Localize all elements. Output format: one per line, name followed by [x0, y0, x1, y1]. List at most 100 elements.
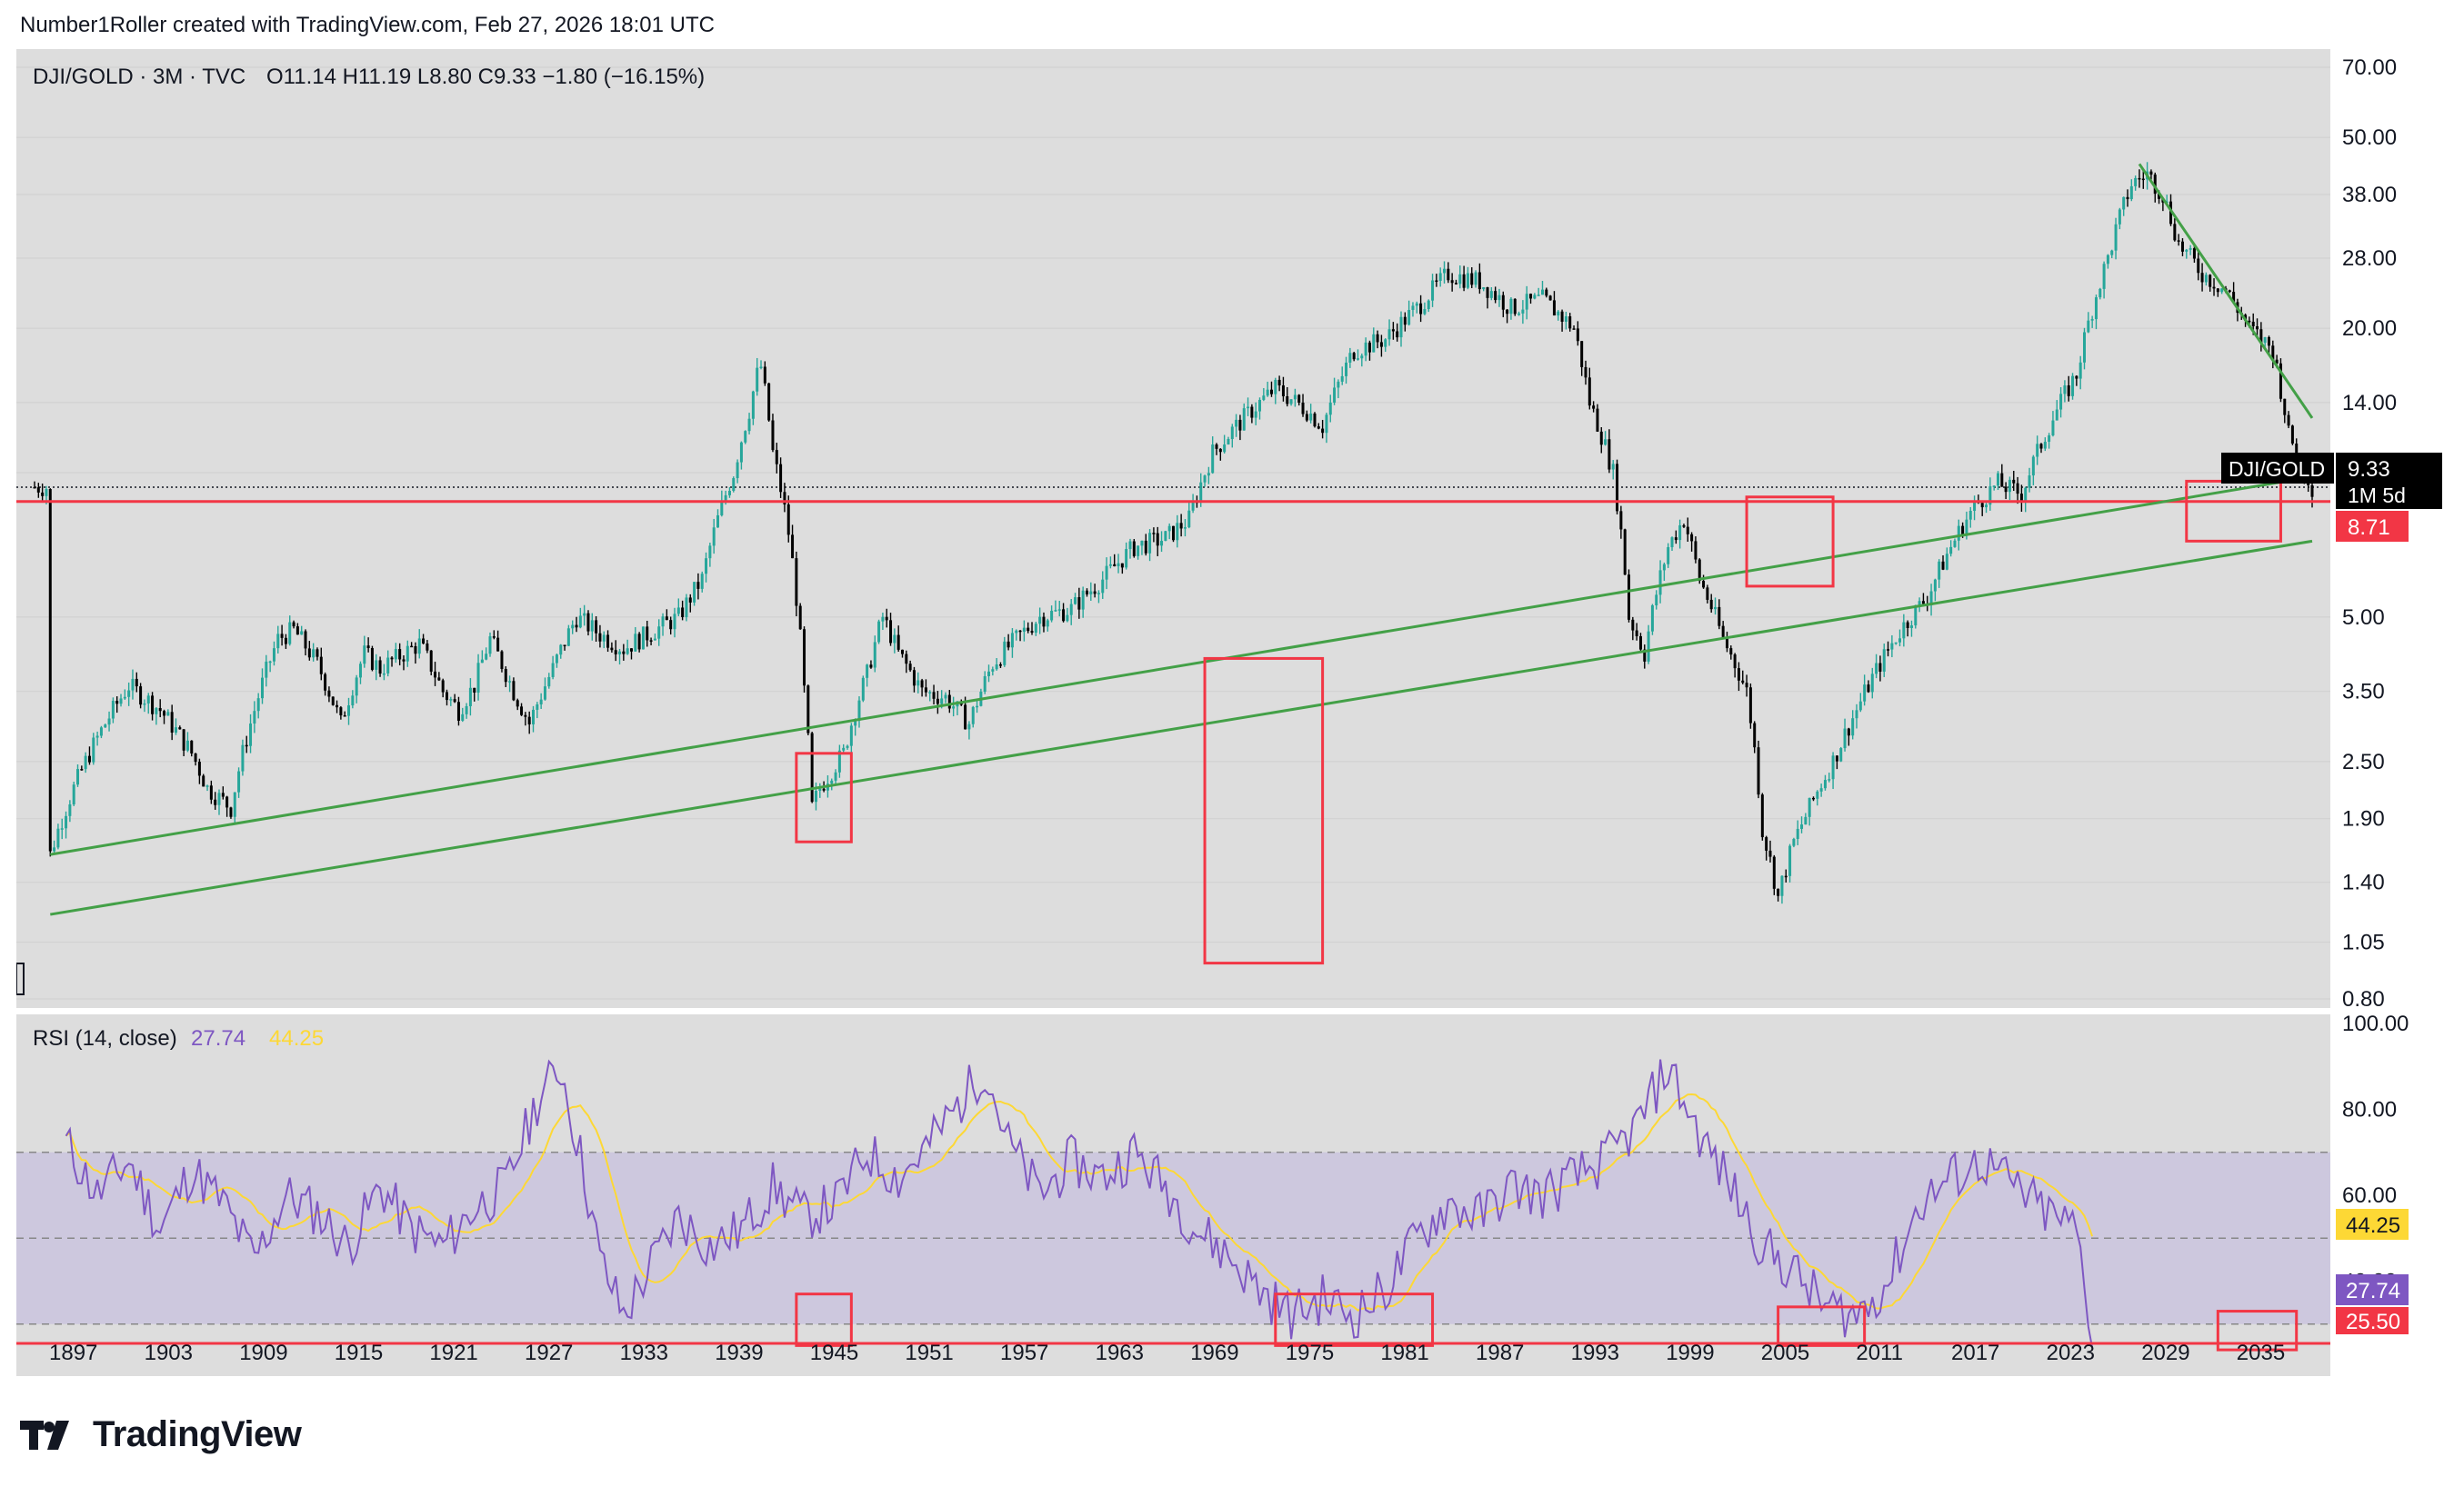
candle-body: [170, 712, 174, 734]
candle-body: [1466, 273, 1469, 288]
candle-body: [163, 711, 166, 716]
candle-body: [2028, 475, 2031, 488]
x-axis-tick-label: 1957: [1000, 1341, 1048, 1365]
candle-body: [665, 616, 668, 621]
candle-body: [1938, 561, 1941, 580]
rsi-tick-label: 80.00: [2342, 1098, 2397, 1123]
candle-body: [1419, 303, 1423, 314]
svg-text:25.50: 25.50: [2346, 1310, 2400, 1334]
candle-body: [1305, 414, 1308, 421]
candle-body: [1647, 631, 1650, 662]
candle-body: [1010, 633, 1014, 648]
candle-body: [1269, 389, 1273, 394]
candle-body: [1183, 527, 1187, 529]
chart-canvas[interactable]: 70.0050.0038.0028.0020.0014.0010.005.003…: [16, 49, 2446, 1376]
candle-body: [1800, 824, 1804, 829]
candle-body: [312, 649, 316, 658]
candle-body: [618, 651, 622, 654]
x-axis-tick-label: 1981: [1380, 1341, 1428, 1365]
candle-body: [998, 664, 1002, 666]
candle-body: [940, 698, 944, 704]
candle-body: [2267, 337, 2270, 346]
candle-body: [1364, 342, 1367, 356]
candle-body: [798, 605, 802, 630]
candle-body: [830, 780, 834, 784]
candle-body: [268, 661, 272, 664]
candle-body: [366, 645, 370, 649]
candle-body: [1317, 426, 1320, 429]
candle-body: [256, 698, 260, 712]
candle-body: [1144, 540, 1147, 554]
candle-body: [496, 637, 500, 652]
candle-body: [1415, 303, 1418, 306]
candle-body: [1046, 620, 1049, 627]
candle-body: [1125, 549, 1128, 568]
candle-body: [182, 729, 185, 751]
candle-body: [1160, 541, 1164, 546]
candle-body: [786, 504, 790, 535]
drawing-annotations[interactable]: [16, 163, 2330, 1352]
candle-body: [390, 657, 394, 660]
candle-body: [1529, 294, 1533, 299]
candle-body: [928, 692, 932, 694]
pane-resize-handle[interactable]: [16, 963, 25, 995]
candle-body: [1741, 680, 1745, 684]
price-tick-label: 1.90: [2342, 807, 2385, 832]
candle-body: [2212, 286, 2216, 289]
rsi-tick-label: 60.00: [2342, 1183, 2397, 1208]
price-tick-label: 1.40: [2342, 871, 2385, 895]
candle-body: [1777, 888, 1780, 896]
candle-body: [527, 716, 531, 724]
candle-body: [249, 724, 253, 746]
candle-body: [1662, 564, 1666, 571]
candle-body: [1729, 648, 1733, 655]
price-tick-label: 0.80: [2342, 987, 2385, 1012]
candle-body: [127, 690, 131, 697]
candle-body: [473, 687, 476, 693]
candle-body: [1054, 610, 1057, 612]
candle-body: [1992, 485, 1996, 487]
candle-body: [1557, 311, 1560, 316]
attribution-header: Number1Roller created with TradingView.c…: [20, 13, 715, 37]
price-tick-label: 70.00: [2342, 55, 2397, 80]
candle-body: [261, 677, 264, 699]
candle-body: [551, 663, 555, 677]
candle-body: [504, 668, 507, 683]
candle-body: [1588, 377, 1591, 406]
candle-body: [2153, 175, 2157, 195]
candle-body: [2275, 359, 2279, 364]
candle-body: [1517, 313, 1521, 315]
candle-body: [280, 634, 284, 638]
candle-body: [99, 727, 103, 736]
candle-body: [641, 626, 645, 650]
candle-body: [2204, 274, 2208, 283]
rsi-lines-group: [65, 1059, 2094, 1349]
candle-body: [2110, 250, 2114, 255]
candle-body: [92, 737, 95, 763]
candle-body: [1804, 816, 1808, 825]
candle-body: [111, 701, 115, 719]
candle-body: [2271, 345, 2275, 360]
candle-body: [1714, 606, 1718, 610]
candle-body: [2059, 394, 2063, 410]
candle-body: [465, 705, 468, 714]
candle-body: [1650, 605, 1654, 632]
candle-body: [324, 674, 327, 691]
candle-body: [87, 755, 91, 763]
candle-body: [382, 673, 386, 675]
candle-body: [1140, 540, 1144, 546]
candle-body: [508, 681, 512, 683]
candle-body: [1839, 748, 1843, 762]
candle-body: [1379, 342, 1383, 347]
candle-body: [783, 492, 786, 504]
candle-body: [1050, 610, 1054, 621]
candle-body: [1616, 464, 1619, 512]
candle-body: [131, 678, 135, 691]
rsi-legend-title: RSI (14, close): [33, 1026, 177, 1051]
candle-body: [905, 654, 908, 664]
candle-body: [1391, 329, 1395, 332]
candle-body: [2039, 444, 2043, 449]
candle-body: [1968, 511, 1972, 520]
candle-body: [520, 706, 524, 715]
price-legend-symbol: DJI/GOLD · 3M · TVC: [33, 65, 245, 89]
